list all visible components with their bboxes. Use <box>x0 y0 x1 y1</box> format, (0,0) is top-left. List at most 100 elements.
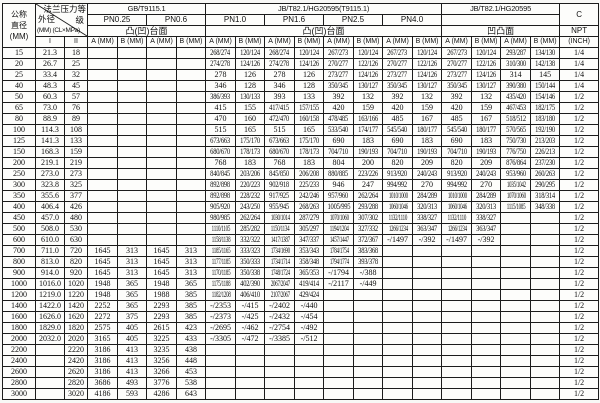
cell-value: 80 <box>15 114 23 124</box>
cell-value: 385 <box>185 312 197 322</box>
table-row: 2000 2032.0 2020 3165 405 3225 433 -/3305 -/472-… <box>2 333 600 345</box>
cell-value: 393/378 <box>358 257 378 267</box>
cell: 2293 <box>146 311 177 323</box>
cell: 472/470 <box>264 113 296 125</box>
cell-dn: 50 <box>2 91 36 103</box>
cell: 1035/1042 <box>500 179 532 191</box>
cell <box>530 322 561 334</box>
cell: 1/2 <box>559 289 600 301</box>
cell-value: 1158/1138 <box>211 235 231 245</box>
cell <box>117 91 147 103</box>
cell <box>441 300 473 312</box>
cell-value: -/2432 <box>269 312 290 322</box>
cell: 120/124 <box>353 47 384 59</box>
cell-value: -/392 <box>418 235 436 245</box>
cell <box>353 289 384 301</box>
cell-value: 88.9 <box>43 114 57 124</box>
cell-value: 880/885 <box>328 169 349 179</box>
cell-value: 426 <box>70 202 82 212</box>
cell: 320/313 <box>412 201 443 213</box>
cell: 845/850 <box>264 168 296 180</box>
header-outer-diameter-unit: (MM) (CL×MPa) <box>37 27 80 34</box>
cell-value: 518/512 <box>505 114 526 124</box>
cell <box>441 388 473 400</box>
cell: 1820 <box>64 322 88 334</box>
cell: 892/898 <box>205 179 237 191</box>
cell: -/388 <box>353 267 384 279</box>
cell <box>471 289 502 301</box>
cell: 320/313 <box>471 201 502 213</box>
cell-value: 182/175 <box>535 103 555 113</box>
cell-value: 284/289 <box>417 191 437 201</box>
cell <box>500 267 532 279</box>
header-b: B (MM) <box>235 36 266 48</box>
cell-value: 704/710 <box>387 147 408 157</box>
cell <box>500 366 532 378</box>
cell: 313 <box>117 245 147 257</box>
cell-value: 1010/1000 <box>388 191 408 201</box>
cell: 994/992 <box>382 179 414 191</box>
cell: -/2754 <box>264 322 296 334</box>
cell-value: 1/2 <box>573 312 585 322</box>
cell <box>353 366 384 378</box>
cell: 405 <box>117 322 147 334</box>
cell: 1420 <box>64 300 88 312</box>
cell <box>146 212 177 224</box>
cell-value: 1645 <box>153 246 170 256</box>
cell <box>146 102 177 114</box>
cell-value: 1060/1046 <box>447 202 467 212</box>
cell-value: 310/300 <box>505 59 526 69</box>
cell: 159 <box>64 146 88 158</box>
cell-value: 2020 <box>68 334 84 344</box>
cell-value: 1829.0 <box>39 323 61 333</box>
cell-value: 89 <box>72 114 80 124</box>
cell <box>264 366 296 378</box>
cell-value: 1/2 <box>573 114 585 124</box>
cell: 237/230 <box>530 157 561 169</box>
cell-value: 209 <box>480 158 493 168</box>
cell-value: 673/663 <box>269 136 290 146</box>
cell: 957/960 <box>323 190 355 202</box>
cell-value: 3186 <box>94 345 111 355</box>
cell: 1070/1060 <box>500 190 532 202</box>
table-row: 900 914.0 920 1645 313 1645 313 1170/1185 350/33… <box>2 267 600 279</box>
cell: 124/126 <box>294 58 325 70</box>
cell <box>471 366 502 378</box>
cell: 1/2 <box>559 366 600 378</box>
cell-value: -/440 <box>300 301 318 311</box>
cell-value: 318/314 <box>535 191 555 201</box>
header-nominal-diameter: 公称 直径 (MM) <box>2 3 36 48</box>
cell-value: 273 <box>70 169 82 179</box>
table-row: 1600 1626.0 1620 2272 375 2293 385 -/2373 -/425-… <box>2 311 600 323</box>
cell: 1/4 <box>559 69 600 81</box>
table-row: 65 73.0 76 415 155 417/415 157/155 420 159 420 159… <box>2 102 600 114</box>
cell: 365/353 <box>294 267 325 279</box>
cell-value: 132 <box>421 92 434 102</box>
cell <box>441 322 473 334</box>
cell-value: 383/368 <box>358 246 378 256</box>
cell: 365 <box>117 300 147 312</box>
cell <box>323 344 355 356</box>
cell <box>353 388 384 400</box>
cell: 350/345 <box>323 80 355 92</box>
cell <box>87 135 118 147</box>
cell <box>323 311 355 323</box>
header-diagonal-cell: 法兰压力等 级 外径 (MM) (CL×MPa) <box>35 3 88 37</box>
cell-value: 1220 <box>68 290 84 300</box>
cell: 470 <box>205 113 237 125</box>
cell-value: 2820 <box>68 378 84 388</box>
cell: 313 <box>175 256 207 268</box>
cell <box>323 289 355 301</box>
cell <box>471 278 502 290</box>
cell-value: 192/190 <box>535 125 555 135</box>
cell-value: 1/2 <box>573 235 585 245</box>
cell-dn: 500 <box>2 223 36 235</box>
cell-value: 305/297 <box>299 224 319 234</box>
cell <box>412 245 443 257</box>
cell-dn: 2600 <box>2 366 36 378</box>
cell <box>471 267 502 279</box>
cell: 1266/1234 <box>382 223 414 235</box>
header-pn10: PN1.0 <box>205 14 266 26</box>
cell-value: 2200 <box>11 345 27 355</box>
cell <box>235 388 266 400</box>
